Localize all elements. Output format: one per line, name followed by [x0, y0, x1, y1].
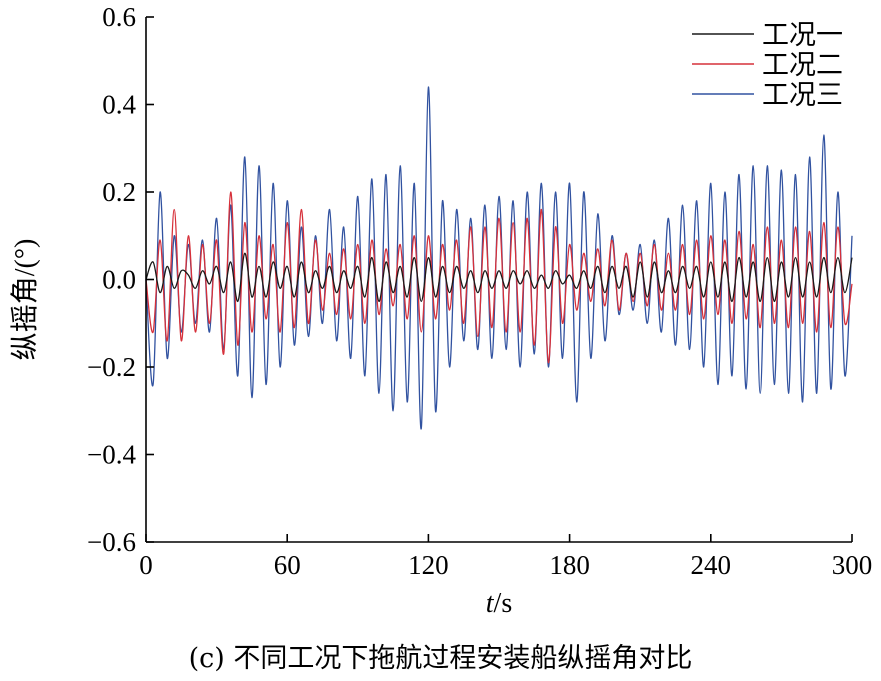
figure-caption: (c) 不同工况下拖航过程安装船纵摇角对比: [188, 643, 693, 674]
x-tick-label: 120: [408, 550, 449, 580]
y-axis-ticks: −0.6 −0.4 −0.2 0.0 0.2 0.4 0.6: [87, 2, 154, 557]
y-tick-label: 0.2: [102, 177, 136, 207]
x-axis-label: t/s: [486, 588, 512, 619]
y-tick-label: 0.0: [102, 265, 136, 295]
x-axis-ticks: 0 60 120 180 240 300: [139, 534, 872, 580]
x-tick-label: 240: [691, 550, 732, 580]
series-line-1: [145, 252, 853, 303]
y-axis-label: 纵摇角/(°): [9, 239, 41, 361]
x-tick-label: 0: [139, 550, 153, 580]
legend-label: 工况一: [762, 20, 843, 51]
x-tick-label: 60: [274, 550, 301, 580]
axes: −0.6 −0.4 −0.2 0.0 0.2 0.4 0.6 0 60 120 180 240 300: [87, 2, 872, 580]
chart: −0.6 −0.4 −0.2 0.0 0.2 0.4 0.6 0 60 120 180 240 300…: [9, 2, 872, 619]
legend-label: 工况三: [762, 80, 843, 111]
plot-area: [145, 86, 853, 430]
y-tick-label: 0.4: [102, 90, 136, 120]
legend-label: 工况二: [762, 50, 843, 81]
x-axis-label-unit: /s: [494, 588, 513, 619]
x-tick-label: 180: [549, 550, 590, 580]
y-tick-label: −0.4: [87, 440, 136, 470]
x-tick-label: 300: [832, 550, 873, 580]
x-axis-label-var: t: [486, 588, 495, 619]
y-tick-label: −0.2: [87, 352, 136, 382]
series-line-2: [145, 191, 853, 364]
y-tick-label: −0.6: [87, 527, 136, 557]
y-tick-label: 0.6: [102, 2, 136, 32]
series-line-3: [145, 86, 853, 430]
